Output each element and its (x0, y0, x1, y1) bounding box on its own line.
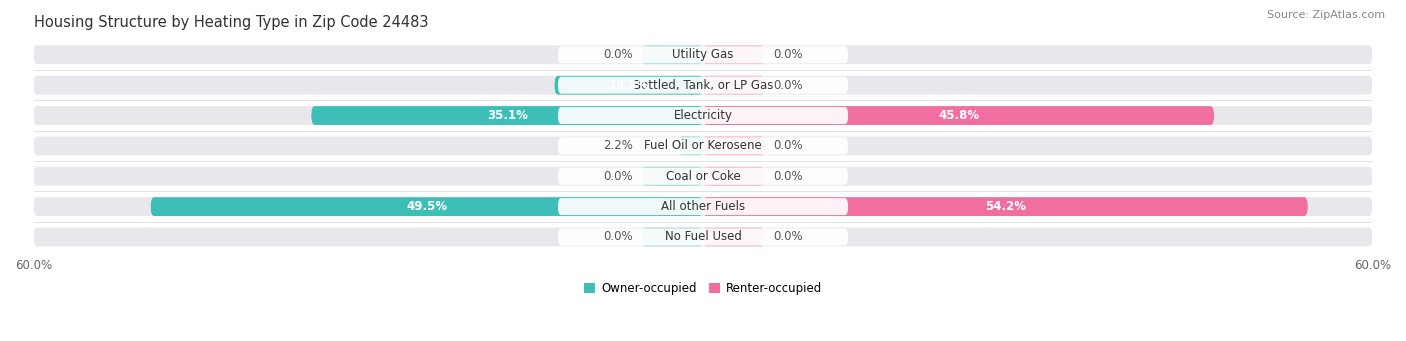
FancyBboxPatch shape (679, 136, 703, 155)
Text: 45.8%: 45.8% (938, 109, 979, 122)
Text: Coal or Coke: Coal or Coke (665, 170, 741, 183)
Text: All other Fuels: All other Fuels (661, 200, 745, 213)
Text: 0.0%: 0.0% (773, 231, 803, 243)
Text: 0.0%: 0.0% (603, 231, 633, 243)
FancyBboxPatch shape (34, 106, 1372, 125)
FancyBboxPatch shape (558, 77, 848, 94)
FancyBboxPatch shape (641, 45, 703, 64)
FancyBboxPatch shape (34, 197, 1372, 216)
FancyBboxPatch shape (703, 45, 765, 64)
FancyBboxPatch shape (34, 167, 1372, 186)
FancyBboxPatch shape (641, 167, 703, 186)
Text: Utility Gas: Utility Gas (672, 48, 734, 61)
FancyBboxPatch shape (703, 136, 765, 155)
Legend: Owner-occupied, Renter-occupied: Owner-occupied, Renter-occupied (583, 282, 823, 295)
Text: Fuel Oil or Kerosene: Fuel Oil or Kerosene (644, 139, 762, 152)
Text: 35.1%: 35.1% (486, 109, 527, 122)
Text: 0.0%: 0.0% (603, 48, 633, 61)
FancyBboxPatch shape (34, 136, 1372, 155)
FancyBboxPatch shape (150, 197, 703, 216)
FancyBboxPatch shape (703, 227, 765, 247)
FancyBboxPatch shape (558, 198, 848, 215)
FancyBboxPatch shape (311, 106, 703, 125)
Text: 13.3%: 13.3% (609, 79, 650, 92)
FancyBboxPatch shape (703, 106, 1213, 125)
Text: Source: ZipAtlas.com: Source: ZipAtlas.com (1267, 10, 1385, 20)
FancyBboxPatch shape (558, 137, 848, 154)
FancyBboxPatch shape (703, 197, 1308, 216)
Text: 0.0%: 0.0% (773, 79, 803, 92)
FancyBboxPatch shape (558, 107, 848, 124)
FancyBboxPatch shape (703, 76, 765, 94)
Text: No Fuel Used: No Fuel Used (665, 231, 741, 243)
Text: 0.0%: 0.0% (603, 170, 633, 183)
FancyBboxPatch shape (703, 167, 765, 186)
Text: Electricity: Electricity (673, 109, 733, 122)
FancyBboxPatch shape (34, 227, 1372, 247)
Text: 0.0%: 0.0% (773, 139, 803, 152)
FancyBboxPatch shape (641, 227, 703, 247)
Text: 0.0%: 0.0% (773, 170, 803, 183)
Text: Housing Structure by Heating Type in Zip Code 24483: Housing Structure by Heating Type in Zip… (34, 15, 427, 30)
Text: 2.2%: 2.2% (603, 139, 633, 152)
Text: 54.2%: 54.2% (984, 200, 1026, 213)
FancyBboxPatch shape (554, 76, 703, 94)
Text: 49.5%: 49.5% (406, 200, 447, 213)
FancyBboxPatch shape (558, 228, 848, 246)
FancyBboxPatch shape (558, 46, 848, 63)
FancyBboxPatch shape (34, 45, 1372, 64)
FancyBboxPatch shape (34, 76, 1372, 94)
Text: Bottled, Tank, or LP Gas: Bottled, Tank, or LP Gas (633, 79, 773, 92)
FancyBboxPatch shape (558, 168, 848, 185)
Text: 0.0%: 0.0% (773, 48, 803, 61)
